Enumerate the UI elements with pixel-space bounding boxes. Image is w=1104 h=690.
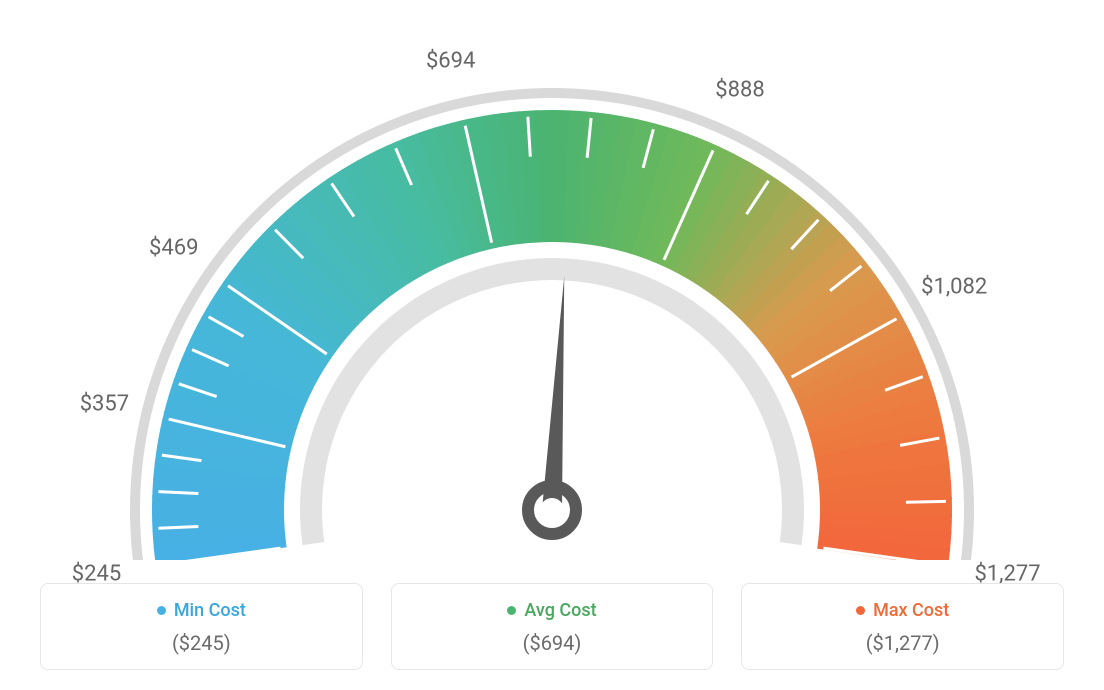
dot-icon (856, 606, 865, 615)
legend-card-min: Min Cost ($245) (40, 583, 363, 670)
legend-card-avg: Avg Cost ($694) (391, 583, 714, 670)
dot-icon (507, 606, 516, 615)
legend-card-max: Max Cost ($1,277) (741, 583, 1064, 670)
tick-label: $357 (80, 391, 129, 416)
legend-title-max: Max Cost (856, 600, 949, 621)
legend-value-max: ($1,277) (752, 631, 1053, 655)
needle (542, 276, 564, 510)
legend-label: Max Cost (873, 600, 949, 621)
chart-container: $245$357$469$694$888$1,082$1,277 Min Cos… (0, 0, 1104, 690)
legend-label: Min Cost (174, 600, 246, 621)
legend-label: Avg Cost (524, 600, 596, 621)
legend-value-min: ($245) (51, 631, 352, 655)
tick-label: $469 (149, 236, 198, 261)
legend-value-avg: ($694) (402, 631, 703, 655)
tick-label: $888 (715, 78, 764, 103)
dot-icon (157, 606, 166, 615)
legend-row: Min Cost ($245) Avg Cost ($694) Max Cost… (0, 583, 1104, 670)
gauge-area: $245$357$469$694$888$1,082$1,277 (0, 0, 1104, 560)
legend-title-min: Min Cost (157, 600, 246, 621)
legend-title-avg: Avg Cost (507, 600, 596, 621)
tick-label: $1,082 (921, 274, 987, 299)
tick-label: $694 (426, 49, 475, 74)
